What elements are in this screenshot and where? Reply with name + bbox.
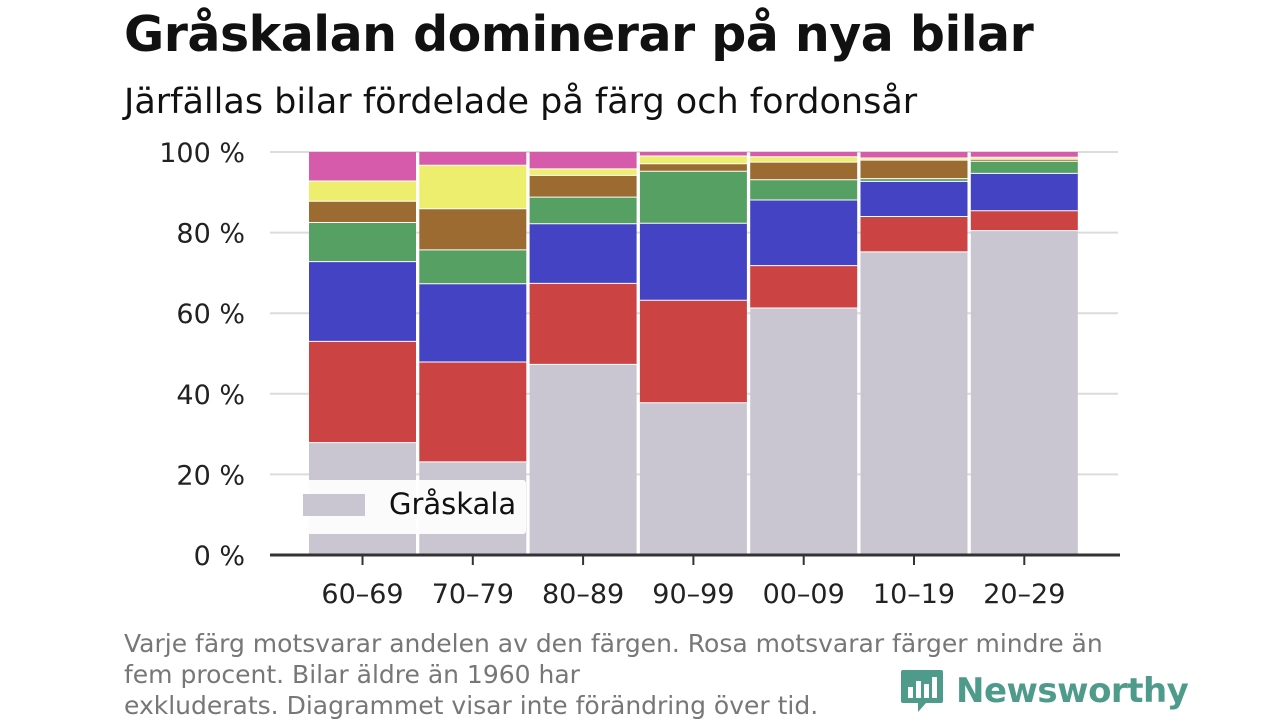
bar-segment — [970, 152, 1078, 158]
x-tick-label: 00–09 — [763, 579, 845, 610]
bar-segment — [639, 300, 747, 403]
y-axis-tick-labels: 0 % 20 % 40 % 60 % 80 % 100 % — [159, 138, 245, 572]
bar-segment — [750, 152, 858, 157]
bar-segment — [529, 168, 637, 176]
bar-segment — [309, 222, 416, 262]
bar-segment — [860, 158, 968, 160]
bar-segment — [309, 152, 416, 181]
newsworthy-brand: Newsworthy — [900, 668, 1189, 714]
bar-segment — [419, 208, 527, 250]
bar-segment — [970, 230, 1078, 555]
bar-segment — [970, 157, 1078, 160]
bar-segment — [860, 152, 968, 158]
chart-title: Gråskalan dominerar på nya bilar — [124, 6, 1034, 63]
bar-segment — [419, 165, 527, 209]
x-axis-tick-labels: 60–69 70–79 80–89 90–99 00–09 10–19 20–29 — [321, 579, 1065, 610]
x-tick-label: 80–89 — [542, 579, 624, 610]
bar-segment — [860, 178, 968, 182]
bar-segment — [750, 200, 858, 266]
bar-segment — [529, 364, 637, 555]
bar-segment — [639, 402, 747, 555]
bar-segment — [970, 161, 1078, 174]
bar-segment — [309, 261, 416, 342]
footnote-line-1: Varje färg motsvarar andelen av den färg… — [124, 629, 1103, 658]
bar-segment — [970, 210, 1078, 231]
legend: Gråskala — [290, 480, 526, 534]
x-axis — [270, 553, 1120, 565]
x-tick-label: 60–69 — [321, 579, 403, 610]
y-tick-label: 100 % — [159, 138, 245, 169]
bar-segment — [419, 362, 527, 462]
y-tick-label: 80 % — [176, 219, 245, 250]
bar-segment — [419, 152, 527, 166]
bar-segment — [529, 197, 637, 224]
bar-segment — [639, 223, 747, 301]
footnote: Varje färg motsvarar andelen av den färg… — [124, 628, 1134, 721]
footnote-line-2: fem procent. Bilar äldre än 1960 har — [124, 660, 580, 689]
x-tick-label: 10–19 — [873, 579, 955, 610]
bar-segment — [419, 283, 527, 362]
bar-segment — [419, 249, 527, 284]
bar-segment — [639, 152, 747, 156]
bar-segment — [860, 160, 968, 179]
newsworthy-logo-icon — [901, 670, 943, 712]
bar-segment — [529, 283, 637, 365]
bar-segment — [750, 156, 858, 162]
bar-segment — [970, 173, 1078, 211]
legend-label-graskala: Gråskala — [389, 487, 516, 521]
bar-segment — [860, 216, 968, 252]
bar-segment — [860, 181, 968, 217]
bar-segment — [529, 223, 637, 284]
bar-segment — [529, 152, 637, 169]
brand-name: Newsworthy — [956, 671, 1189, 711]
footnote-line-3: exkluderats. Diagrammet visar inte förän… — [124, 691, 819, 720]
x-tick-label: 90–99 — [652, 579, 734, 610]
legend-swatch-graskala — [303, 494, 365, 516]
bar-segment — [750, 308, 858, 555]
y-tick-label: 0 % — [194, 541, 245, 572]
x-tick-label: 70–79 — [432, 579, 514, 610]
bar-segment — [309, 201, 416, 223]
chart-subtitle: Järfällas bilar fördelade på färg och fo… — [124, 82, 918, 122]
x-tick-label: 20–29 — [983, 579, 1065, 610]
y-tick-label: 60 % — [176, 299, 245, 330]
bar-segment — [750, 179, 858, 200]
bar-segment — [639, 156, 747, 164]
bar-segment — [860, 251, 968, 555]
bar-segment — [309, 341, 416, 443]
legend-box — [290, 480, 526, 534]
bar-segment — [750, 162, 858, 180]
bar-segment — [309, 181, 416, 202]
y-tick-label: 40 % — [176, 380, 245, 411]
bar-segment — [639, 163, 747, 172]
bar-segment — [750, 265, 858, 308]
bar-segment — [529, 175, 637, 198]
bar-segment — [639, 171, 747, 224]
y-tick-label: 20 % — [176, 460, 245, 491]
bar-segment — [970, 159, 1078, 162]
